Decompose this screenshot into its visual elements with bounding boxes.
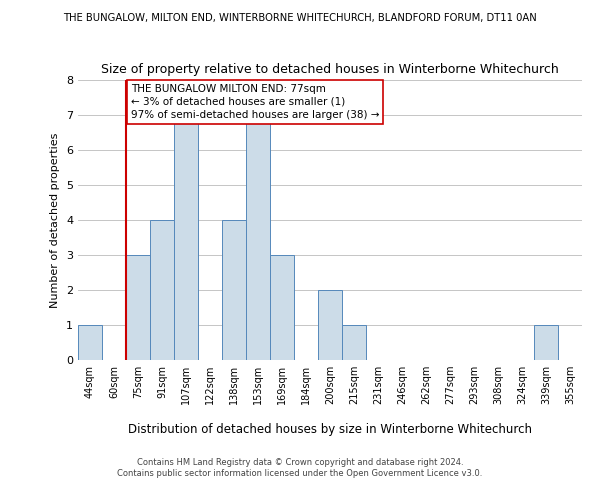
Text: THE BUNGALOW MILTON END: 77sqm
← 3% of detached houses are smaller (1)
97% of se: THE BUNGALOW MILTON END: 77sqm ← 3% of d… bbox=[131, 84, 379, 120]
Text: THE BUNGALOW, MILTON END, WINTERBORNE WHITECHURCH, BLANDFORD FORUM, DT11 0AN: THE BUNGALOW, MILTON END, WINTERBORNE WH… bbox=[63, 12, 537, 22]
Text: Distribution of detached houses by size in Winterborne Whitechurch: Distribution of detached houses by size … bbox=[128, 422, 532, 436]
Title: Size of property relative to detached houses in Winterborne Whitechurch: Size of property relative to detached ho… bbox=[101, 63, 559, 76]
Bar bbox=[270, 255, 294, 360]
Bar bbox=[222, 220, 246, 360]
Bar bbox=[150, 220, 174, 360]
Bar bbox=[126, 255, 150, 360]
Text: Contains HM Land Registry data © Crown copyright and database right 2024.
Contai: Contains HM Land Registry data © Crown c… bbox=[118, 458, 482, 477]
Y-axis label: Number of detached properties: Number of detached properties bbox=[50, 132, 61, 308]
Bar bbox=[534, 325, 558, 360]
Bar bbox=[246, 115, 270, 360]
Bar bbox=[318, 290, 342, 360]
Bar bbox=[78, 325, 102, 360]
Bar bbox=[342, 325, 366, 360]
Bar bbox=[174, 115, 198, 360]
